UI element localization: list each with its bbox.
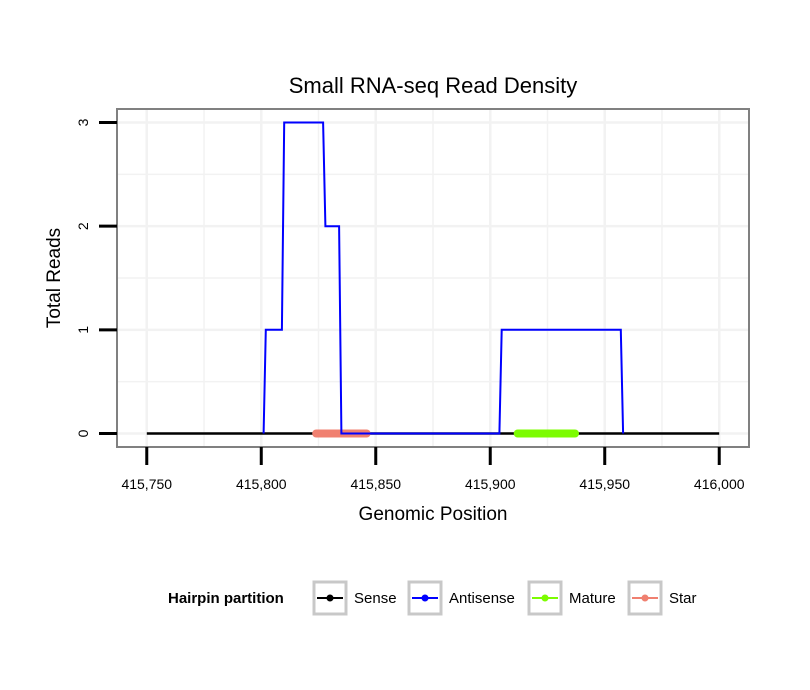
legend-title: Hairpin partition	[168, 590, 284, 607]
x-tick-label: 415,800	[236, 476, 287, 492]
x-tick-label: 415,750	[121, 476, 172, 492]
y-tick-label: 3	[75, 118, 91, 126]
y-tick-label: 0	[75, 429, 91, 437]
legend-entry-star: Star	[627, 580, 697, 616]
x-axis: 415,750 415,800 415,850 415,900 415,950 416,0…	[121, 447, 745, 492]
y-axis: 0 1 2 3	[75, 118, 117, 437]
legend-label: Sense	[354, 590, 397, 607]
legend: Hairpin partition Sense Antisense Mature St…	[168, 580, 697, 616]
chart-title: Small RNA-seq Read Density	[289, 73, 578, 98]
legend-entry-mature: Mature	[527, 580, 616, 616]
legend-entry-antisense: Antisense	[407, 580, 515, 616]
grid-lines	[117, 109, 749, 447]
legend-key-point	[541, 594, 549, 602]
legend-key-point	[421, 594, 429, 602]
legend-label: Antisense	[449, 590, 515, 607]
x-tick-label: 415,900	[465, 476, 516, 492]
x-tick-label: 416,000	[694, 476, 745, 492]
x-axis-label: Genomic Position	[359, 504, 508, 525]
x-tick-label: 415,850	[350, 476, 401, 492]
y-tick-label: 1	[75, 326, 91, 334]
y-axis-label: Total Reads	[44, 228, 65, 328]
series-layer	[146, 121, 720, 438]
series-antisense-line	[262, 121, 625, 435]
y-tick-label: 2	[75, 222, 91, 230]
legend-entry-sense: Sense	[312, 580, 397, 616]
legend-label: Mature	[569, 590, 616, 607]
legend-key-point	[326, 594, 334, 602]
plot-border	[116, 108, 750, 448]
legend-label: Star	[669, 590, 697, 607]
x-tick-label: 415,950	[579, 476, 630, 492]
legend-key-point	[641, 594, 649, 602]
